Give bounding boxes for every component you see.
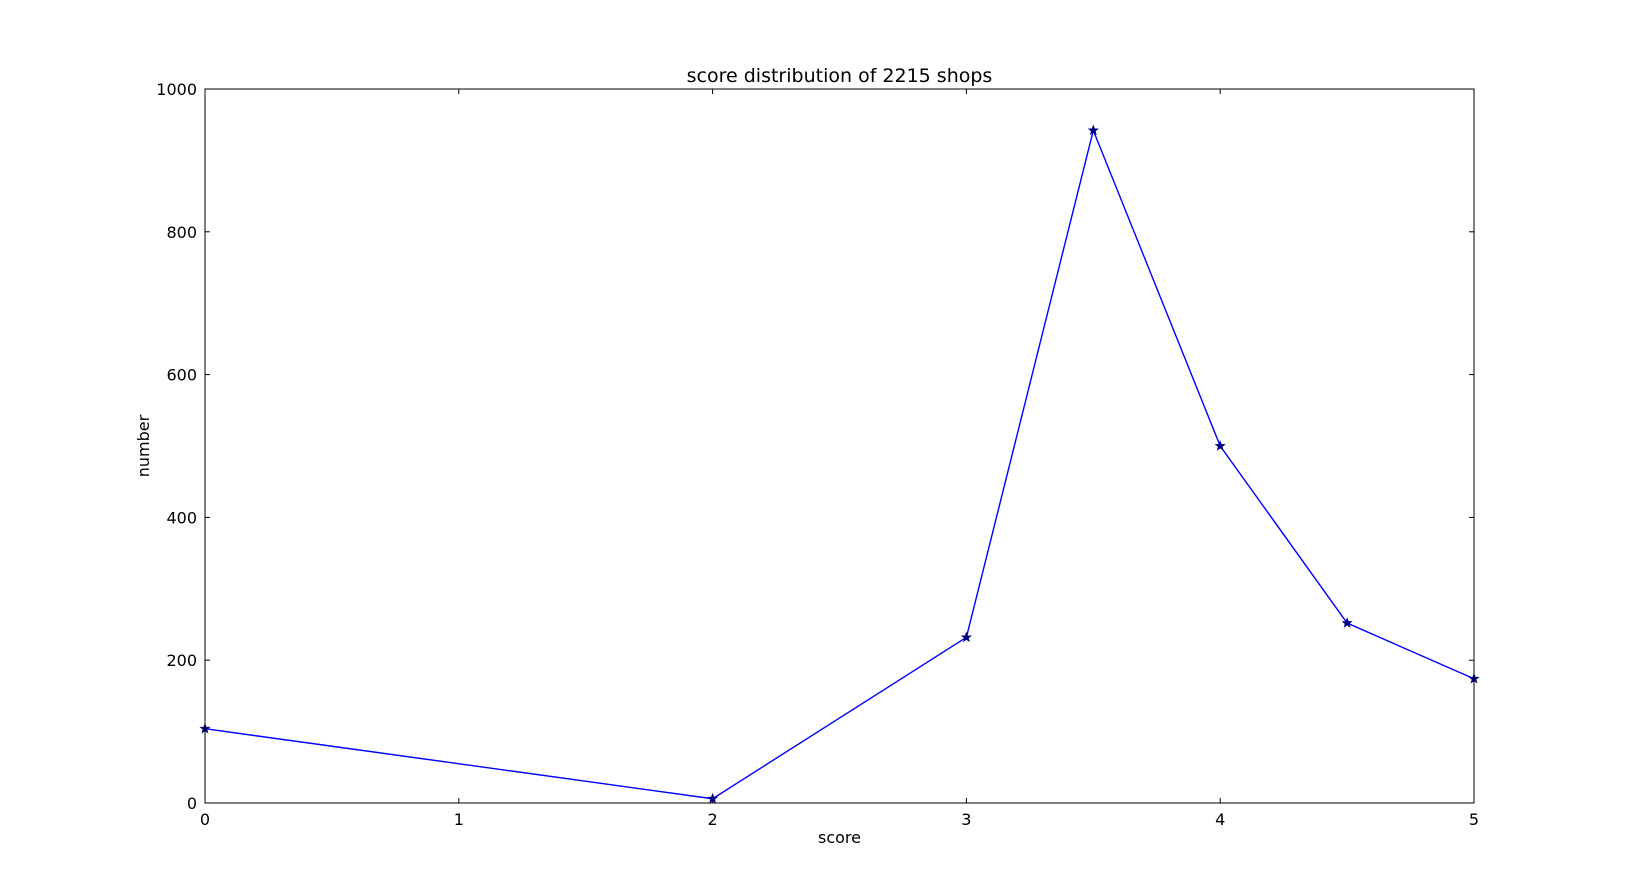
data-point-marker [1214, 440, 1226, 451]
plot-frame [204, 88, 1475, 804]
series-line [204, 128, 1475, 800]
data-point-marker [707, 792, 719, 804]
data-point-marker [1087, 124, 1099, 136]
y-tick-label: 0 [187, 794, 197, 813]
x-axis-label: score [818, 828, 861, 847]
x-tick-label: 5 [1469, 810, 1479, 829]
x-tick-label: 3 [961, 810, 971, 829]
y-tick-label: 600 [166, 366, 197, 385]
x-tick-label: 2 [708, 810, 718, 829]
y-tick-label: 200 [166, 651, 197, 670]
ticks-layer: 0 1 2 3 4 5 0 200 400 600 800 1000 [156, 80, 1479, 829]
x-tick-label: 4 [1215, 810, 1225, 829]
data-point-marker [960, 631, 972, 643]
series-layer [199, 124, 1480, 804]
data-point-marker [1341, 617, 1353, 628]
x-tick-label: 0 [200, 810, 210, 829]
chart-title: score distribution of 2215 shops [687, 65, 993, 87]
y-axis-label: number [134, 414, 153, 477]
y-tick-label: 400 [166, 508, 197, 527]
y-tick-label: 1000 [156, 80, 197, 99]
x-tick-label: 1 [454, 810, 464, 829]
y-tick-label: 800 [166, 223, 197, 242]
